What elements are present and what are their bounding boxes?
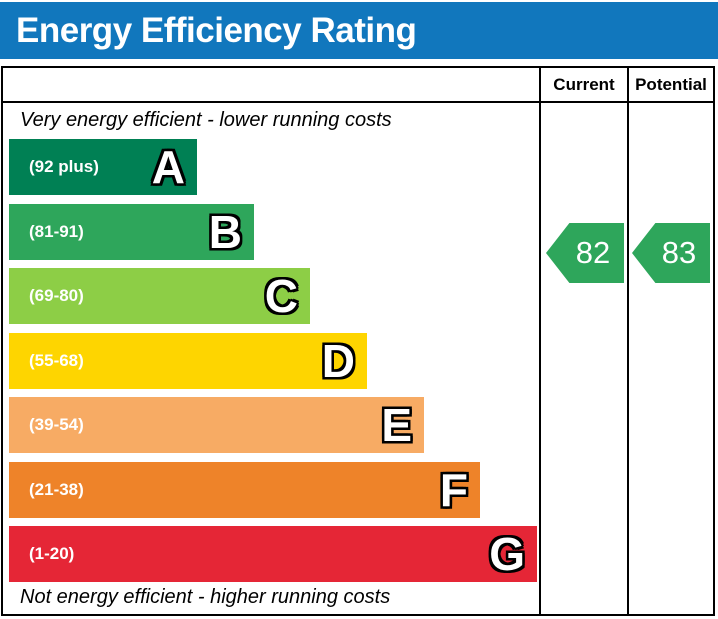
band-f-range: (21-38) bbox=[29, 479, 84, 499]
current-column-header: Current bbox=[539, 68, 627, 101]
potential-rating-arrow: 83 bbox=[632, 223, 710, 283]
band-a-letter: A bbox=[151, 141, 185, 193]
top-note: Very energy efficient - lower running co… bbox=[20, 109, 392, 131]
current-column: 82 bbox=[539, 103, 627, 614]
potential-rating-value: 83 bbox=[661, 235, 697, 270]
rating-bands: (92 plus) A (81-91) B (69-80) C (55-68) … bbox=[9, 139, 537, 591]
header-spacer-cell bbox=[3, 68, 539, 101]
table-header-row: Current Potential bbox=[3, 68, 713, 103]
bottom-note: Not energy efficient - higher running co… bbox=[20, 586, 391, 608]
band-e-range: (39-54) bbox=[29, 415, 84, 434]
band-e: (39-54) E bbox=[9, 397, 424, 453]
band-d-range: (55-68) bbox=[29, 350, 84, 370]
band-c: (69-80) C bbox=[9, 268, 310, 324]
current-rating-arrow: 82 bbox=[546, 223, 624, 283]
band-a: (92 plus) A bbox=[9, 139, 197, 195]
table-body-row: Very energy efficient - lower running co… bbox=[3, 103, 713, 614]
band-b-letter: B bbox=[208, 205, 242, 258]
current-rating-value: 82 bbox=[575, 235, 611, 270]
band-a-range: (92 plus) bbox=[29, 157, 99, 176]
band-b: (81-91) B bbox=[9, 203, 254, 260]
band-g: (1-20) G bbox=[9, 526, 537, 582]
band-b-range: (81-91) bbox=[29, 221, 84, 241]
potential-column: 83 bbox=[627, 103, 713, 614]
band-f: (21-38) F bbox=[9, 461, 480, 518]
title-bar: Energy Efficiency Rating bbox=[0, 2, 718, 59]
band-e-letter: E bbox=[381, 399, 412, 451]
band-d-letter: D bbox=[321, 334, 355, 387]
potential-column-header: Potential bbox=[627, 68, 713, 101]
band-g-range: (1-20) bbox=[29, 544, 75, 563]
band-g-letter: G bbox=[489, 528, 525, 580]
rating-table: Current Potential Very energy efficient … bbox=[1, 66, 715, 616]
band-d: (55-68) D bbox=[9, 332, 367, 389]
band-c-letter: C bbox=[264, 270, 298, 322]
page-title: Energy Efficiency Rating bbox=[16, 10, 417, 50]
band-c-range: (69-80) bbox=[29, 286, 84, 305]
band-f-letter: F bbox=[439, 463, 468, 516]
bands-area: Very energy efficient - lower running co… bbox=[3, 103, 539, 614]
